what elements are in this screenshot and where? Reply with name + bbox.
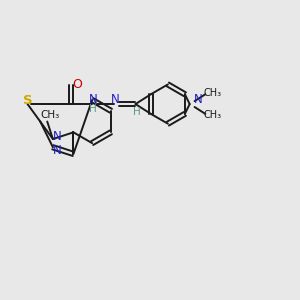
Text: N: N <box>110 93 119 106</box>
Text: H: H <box>133 107 140 117</box>
Text: CH₃: CH₃ <box>203 110 221 120</box>
Text: CH₃: CH₃ <box>40 110 60 120</box>
Text: N: N <box>52 144 61 157</box>
Text: N: N <box>194 93 203 106</box>
Text: O: O <box>73 78 82 91</box>
Text: N: N <box>52 130 61 142</box>
Text: CH₃: CH₃ <box>203 88 221 98</box>
Text: N: N <box>89 93 98 106</box>
Text: S: S <box>23 94 32 106</box>
Text: H: H <box>89 104 97 114</box>
